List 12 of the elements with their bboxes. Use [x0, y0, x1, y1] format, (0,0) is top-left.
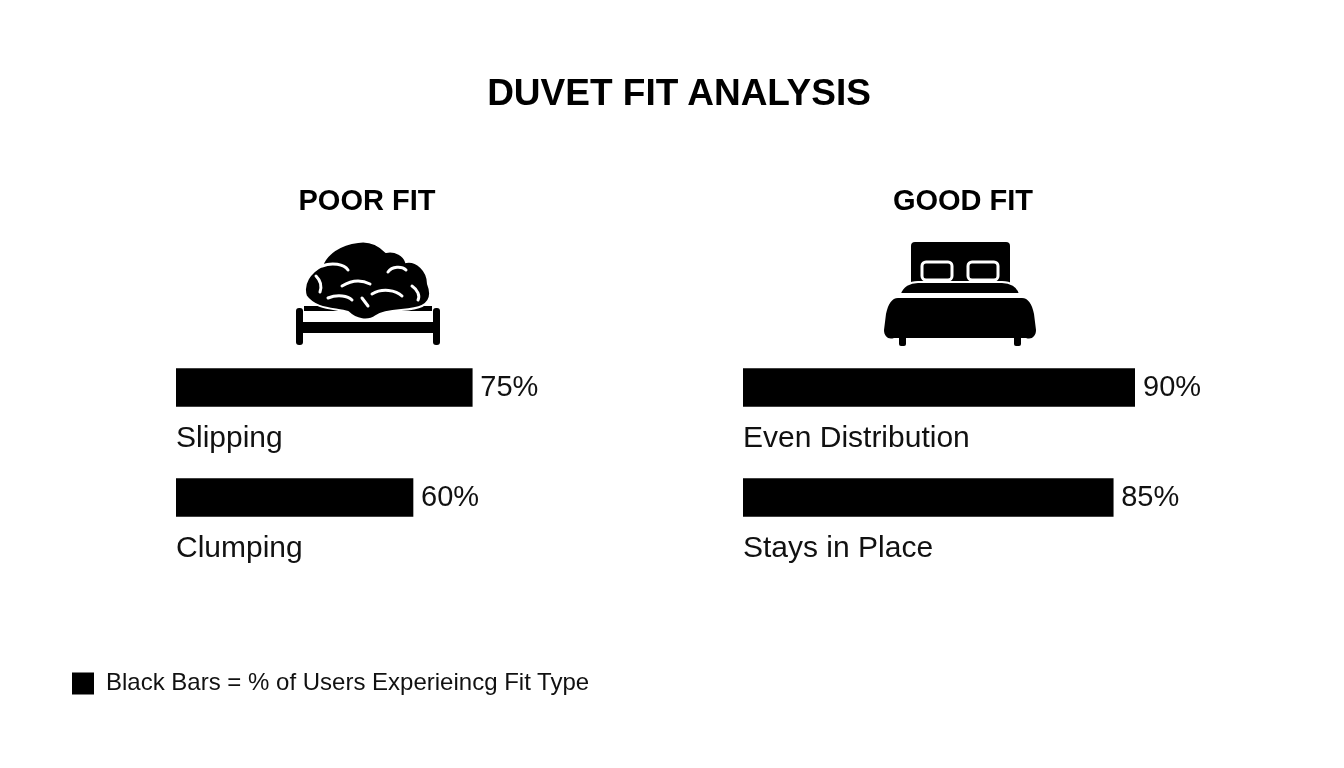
y-tick-label: Slipping — [176, 419, 283, 453]
y-tick-label: Stays in Place — [743, 529, 934, 563]
data-label: 60% — [421, 479, 480, 512]
chart-title: POOR FIT — [298, 183, 436, 217]
data-label: 85% — [1121, 479, 1180, 512]
data-label: 90% — [1143, 369, 1202, 402]
chart-title: GOOD FIT — [892, 183, 1034, 217]
y-tick-label: Clumping — [176, 529, 303, 563]
y-tick-label: Even Distribution — [743, 419, 970, 453]
data-label: 75% — [480, 369, 539, 402]
legend-label: Black Bars = % of Users Experieincg Fit Type — [106, 668, 590, 696]
text: DUVET FIT ANALYSIS — [486, 71, 872, 115]
